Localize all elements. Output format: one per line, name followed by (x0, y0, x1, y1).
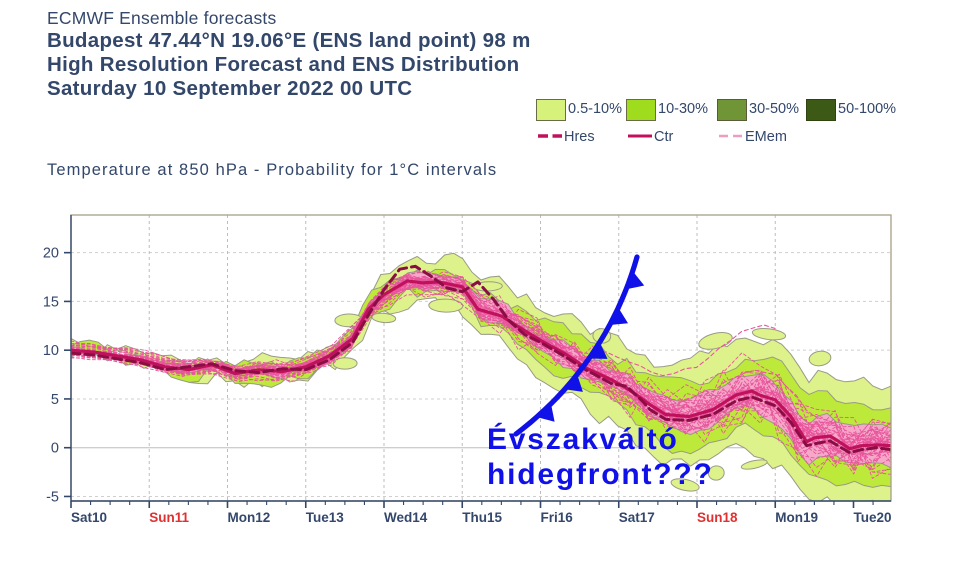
svg-text:20: 20 (43, 246, 59, 262)
svg-text:0: 0 (51, 441, 59, 457)
svg-text:5: 5 (51, 392, 59, 408)
svg-text:Thu15: Thu15 (462, 510, 502, 525)
svg-text:Sun18: Sun18 (697, 510, 738, 525)
svg-text:Sat10: Sat10 (71, 510, 107, 525)
svg-text:-5: -5 (46, 489, 59, 505)
svg-text:Mon19: Mon19 (775, 510, 818, 525)
svg-text:Mon12: Mon12 (228, 510, 271, 525)
svg-text:Sat17: Sat17 (619, 510, 655, 525)
svg-text:Tue13: Tue13 (306, 510, 345, 525)
svg-text:10: 10 (43, 343, 59, 359)
svg-text:Sun11: Sun11 (149, 510, 189, 525)
svg-text:15: 15 (43, 294, 59, 310)
svg-text:Tue20: Tue20 (854, 510, 892, 525)
svg-text:Wed14: Wed14 (384, 510, 428, 525)
svg-text:Fri16: Fri16 (541, 510, 574, 525)
